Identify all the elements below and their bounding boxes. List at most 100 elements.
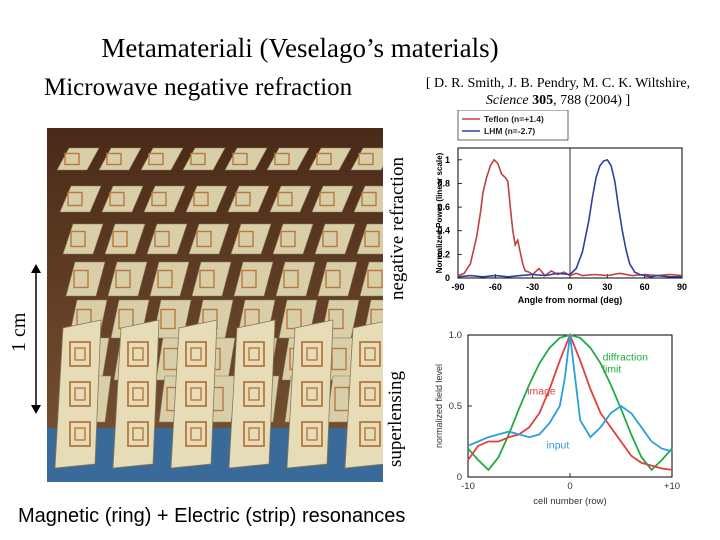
photo-ring [301, 421, 323, 447]
citation: [ D. R. Smith, J. B. Pendry, M. C. K. Wi… [408, 75, 708, 109]
photo-ring [69, 341, 91, 367]
photo-ring [151, 191, 167, 207]
photo-ring [232, 152, 248, 166]
photo-ring [148, 152, 164, 166]
top-legend-label: Teflon (n=+1.4) [484, 114, 544, 124]
photo-inner-ring [74, 427, 86, 441]
top-plot-axes: -90 -60 -30 0 30 60 90 0 0.2 0.4 0.6 0.8 1 Angle from… [435, 147, 687, 305]
photo-ring [316, 152, 332, 166]
photo-inner-ring [190, 387, 202, 401]
photo-inner-ring [248, 347, 260, 361]
photo-ring [301, 381, 323, 407]
photo-ring [67, 191, 83, 207]
top-xtick-label: -60 [489, 282, 502, 292]
bottom-annotation-input: input [547, 440, 570, 452]
photo-ring [241, 269, 257, 289]
resonances-caption: Magnetic (ring) + Electric (strip) reson… [18, 505, 406, 527]
photo-inner-ring [364, 387, 376, 401]
top-ytick-label: 0.8 [437, 178, 450, 188]
superlensing-label: superlensing [385, 370, 406, 467]
photo-ring [286, 308, 302, 330]
top-ytick-label: 0 [445, 273, 450, 283]
photo-ring [73, 269, 89, 289]
photo-ring [238, 230, 254, 248]
photo-inner-ring [364, 347, 376, 361]
photo-ring [185, 381, 207, 407]
photo-inner-ring [364, 427, 376, 441]
bottom-plot-annotations: diffraction limit image input [527, 352, 648, 452]
top-xtick-label: 90 [677, 282, 687, 292]
photo-inner-ring [190, 427, 202, 441]
photo-ring [190, 152, 206, 166]
top-plot-legend: Teflon (n=+1.4) LHM (n=-2.7) [457, 110, 569, 141]
photo-inner-ring [74, 387, 86, 401]
photo-ring [243, 341, 265, 367]
photo-ring [359, 381, 381, 407]
citation-suffix: , 788 (2004) ] [553, 93, 631, 108]
slide-title: Metamateriali (Veselago’s materials) [101, 33, 499, 63]
photo-ring [157, 269, 173, 289]
photo-ring [243, 421, 265, 447]
photo-ring [115, 269, 131, 289]
bottom-plot-series [467, 332, 673, 472]
photo-ring [112, 230, 128, 248]
bottom-ytick-label: 0 [457, 472, 462, 483]
photo-inner-ring [248, 387, 260, 401]
top-plot-series [457, 158, 683, 278]
top-ylabel: Normalized Power (linear scale) [435, 152, 444, 273]
photo-ring [364, 230, 380, 248]
citation-prefix: [ D. R. Smith, J. B. Pendry, M. C. K. Wi… [425, 76, 691, 91]
photo-ring [359, 421, 381, 447]
top-legend-box [457, 110, 569, 141]
top-xtick-label: 0 [567, 282, 572, 292]
photo-ring [358, 152, 374, 166]
bottom-xtick-label: 0 [567, 481, 572, 492]
photo-ring [127, 421, 149, 447]
photo-ring [193, 191, 209, 207]
metamaterial-photo [47, 128, 383, 482]
photo-inner-ring [306, 387, 318, 401]
top-series-line-teflon [457, 158, 683, 277]
photo-ring [274, 152, 290, 166]
top-xtick-label: -90 [451, 282, 464, 292]
photo-ring [196, 230, 212, 248]
photo-ring [301, 341, 323, 367]
photo-ring [331, 347, 347, 371]
bottom-ylabel: normalized field level [434, 364, 444, 448]
photo-ring [322, 230, 338, 248]
photo-inner-ring [306, 347, 318, 361]
bottom-annotation-diffraction-limit: diffraction limit [603, 352, 648, 376]
photo-ring [69, 421, 91, 447]
photo-ring [319, 191, 335, 207]
top-series-line-lhm [457, 158, 682, 278]
photo-ring [280, 230, 296, 248]
photo-ring [361, 191, 377, 207]
citation-journal: Science [485, 93, 529, 108]
photo-ring [70, 230, 86, 248]
photo-ring [367, 269, 383, 289]
top-xtick-label: 60 [640, 282, 650, 292]
top-xlabel: Angle from normal (deg) [518, 295, 623, 305]
photo-ring [69, 381, 91, 407]
photo-ring [109, 191, 125, 207]
photo-ring [64, 152, 80, 166]
bottom-series-line-input [467, 334, 673, 453]
bottom-ytick-label: 1.0 [449, 330, 462, 341]
bottom-ytick-label: 0.5 [449, 401, 462, 412]
photo-ring [359, 341, 381, 367]
top-xtick-label: 30 [602, 282, 612, 292]
bottom-xtick-label: -10 [461, 481, 475, 492]
photo-ring [325, 269, 341, 289]
photo-front-boards [54, 319, 383, 469]
negative-refraction-plot: -90 -60 -30 0 30 60 90 0 0.2 0.4 0.6 0.8 1 Angle from… [420, 110, 720, 315]
photo-inner-ring [190, 347, 202, 361]
top-ytick-label: 0.6 [437, 202, 450, 212]
photo-inner-ring [248, 427, 260, 441]
top-xtick-label: -30 [526, 282, 539, 292]
photo-ring [283, 269, 299, 289]
photo-ring [154, 230, 170, 248]
top-ytick-label: 1 [445, 155, 450, 165]
photo-inner-ring [306, 427, 318, 441]
top-ytick-label: 0.4 [437, 226, 450, 236]
